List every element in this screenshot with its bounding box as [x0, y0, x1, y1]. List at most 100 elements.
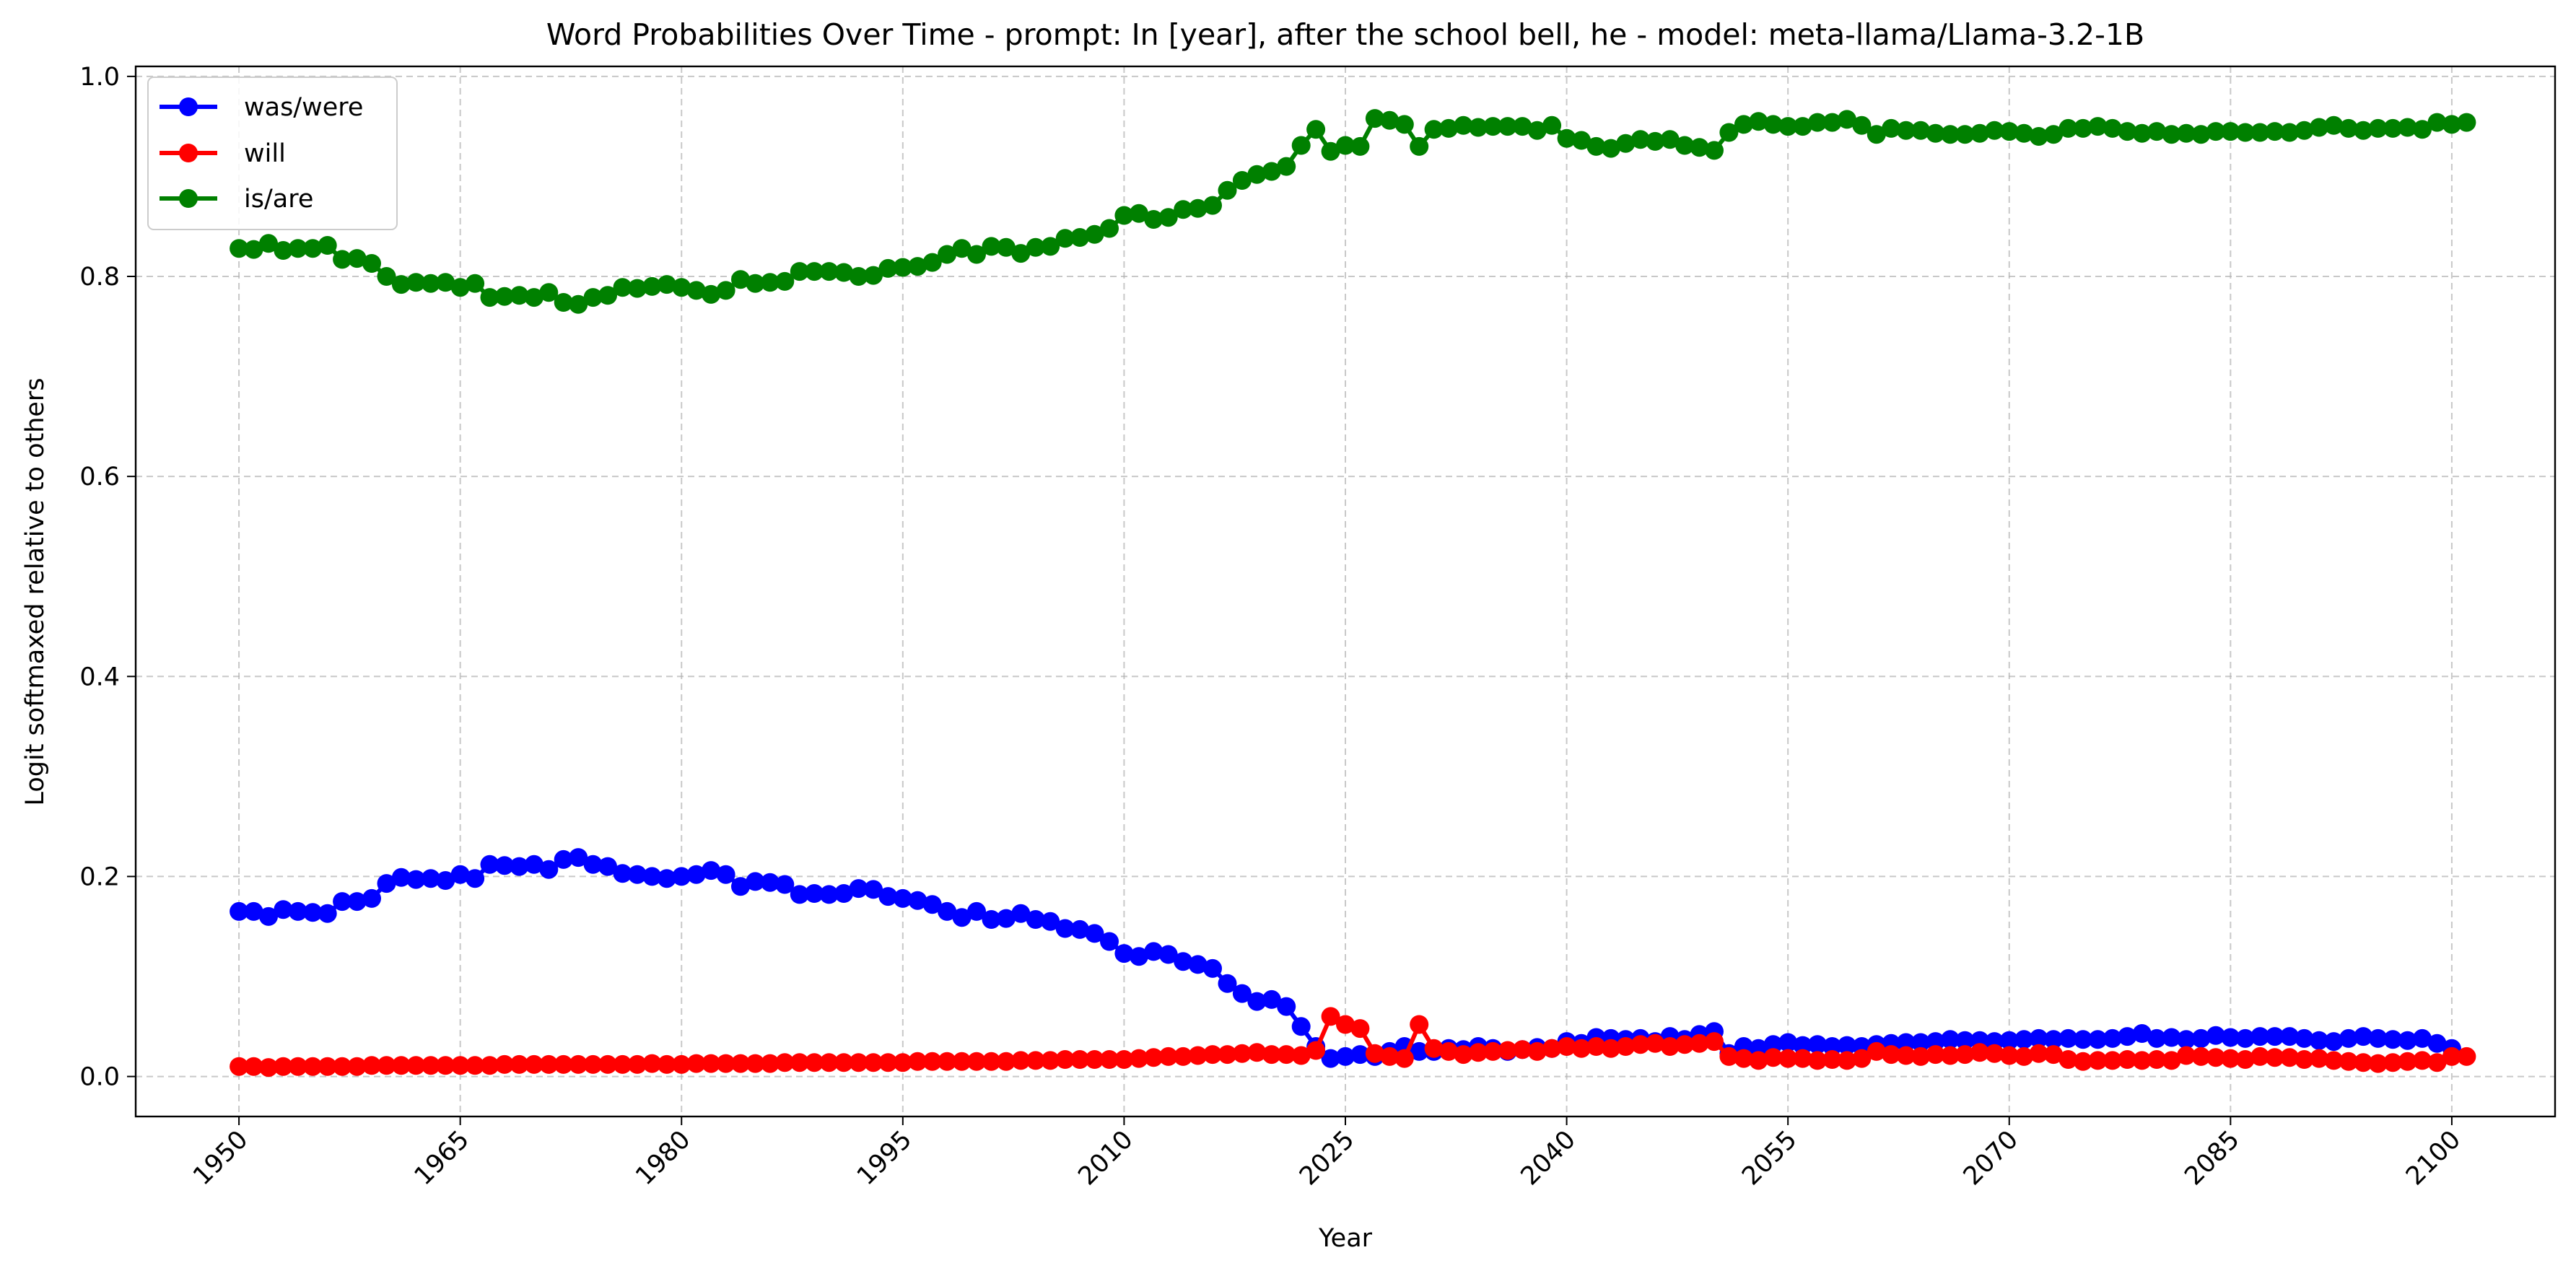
data-point-is-are [510, 286, 529, 305]
data-point-was-were [539, 860, 559, 879]
data-point-will [849, 1053, 868, 1072]
data-point-will [1896, 1046, 1916, 1065]
data-point-is-are [731, 270, 750, 289]
data-point-was-were [436, 871, 455, 890]
data-point-was-were [510, 857, 529, 876]
data-point-was-were [244, 901, 263, 921]
data-point-is-are [2132, 123, 2152, 143]
data-point-is-are [230, 239, 249, 258]
legend-label-is-are: is/are [244, 185, 313, 214]
data-point-will [244, 1057, 263, 1076]
data-point-is-are [613, 278, 632, 297]
data-point-was-were [849, 879, 868, 899]
data-point-was-were [2029, 1028, 2048, 1048]
data-point-was-were [2427, 1034, 2447, 1053]
data-point-was-were [1941, 1030, 1960, 1049]
data-point-will [657, 1054, 676, 1074]
data-point-will [2310, 1049, 2328, 1068]
data-point-was-were [2368, 1028, 2388, 1048]
data-point-was-were [259, 906, 278, 926]
data-point-was-were [569, 848, 588, 868]
data-point-is-are [1630, 130, 1650, 149]
data-point-is-are [377, 267, 396, 286]
data-point-is-are [2177, 123, 2196, 143]
data-point-is-are [303, 239, 323, 258]
data-point-will [2014, 1046, 2034, 1066]
data-point-is-are [1350, 136, 1370, 156]
data-point-will [672, 1054, 691, 1074]
data-point-was-were [731, 877, 750, 896]
data-point-was-were [2354, 1027, 2373, 1046]
data-point-is-are [702, 284, 721, 304]
data-point-is-are [466, 274, 485, 293]
data-point-will [1306, 1041, 1326, 1060]
data-point-was-were [1085, 924, 1104, 943]
data-point-is-are [2221, 122, 2240, 141]
data-point-will [1410, 1015, 1429, 1034]
data-point-will [2295, 1050, 2314, 1069]
data-point-was-were [922, 895, 942, 914]
data-point-is-are [672, 278, 691, 297]
data-point-was-were [450, 865, 470, 884]
data-point-was-were [1291, 1017, 1311, 1036]
data-point-will [318, 1057, 337, 1076]
data-point-is-are [1158, 208, 1178, 227]
series-will [230, 1007, 2476, 1078]
data-point-is-are [1660, 130, 1680, 149]
data-point-was-were [1174, 952, 1193, 971]
data-point-was-were [1041, 912, 1060, 931]
data-point-was-were [775, 875, 795, 894]
data-point-was-were [746, 872, 765, 891]
data-point-was-were [2280, 1027, 2300, 1046]
data-point-is-are [1985, 121, 2004, 140]
y-tick-label: 0.8 [79, 263, 120, 292]
data-point-is-are [318, 236, 337, 255]
data-point-was-were [1129, 947, 1148, 966]
data-point-is-are [2235, 123, 2255, 142]
data-point-is-are [1041, 237, 1060, 256]
data-point-will [1188, 1046, 1208, 1065]
data-point-was-were [2014, 1030, 2034, 1049]
data-point-will [1749, 1051, 1768, 1070]
y-tick-label: 0.2 [79, 862, 120, 891]
data-point-is-are [569, 294, 588, 314]
data-point-was-were [466, 869, 485, 888]
data-point-was-were [893, 888, 912, 908]
data-point-is-are [1454, 115, 1473, 135]
data-point-will [303, 1057, 323, 1076]
data-point-is-are [2310, 118, 2328, 137]
data-point-is-are [362, 254, 381, 273]
data-point-is-are [2162, 125, 2181, 144]
data-point-will [1675, 1035, 1695, 1054]
data-point-was-were [1055, 919, 1075, 938]
data-point-will [1041, 1051, 1060, 1070]
data-point-was-were [598, 857, 617, 876]
data-point-was-were [1100, 932, 1119, 951]
data-point-will [1365, 1044, 1384, 1063]
data-point-will [1350, 1019, 1370, 1039]
data-point-will [333, 1057, 352, 1076]
data-point-was-were [2398, 1031, 2417, 1050]
data-point-was-were [1822, 1037, 1842, 1056]
data-point-was-were [805, 884, 824, 903]
data-point-is-are [2103, 118, 2122, 138]
data-point-was-were [480, 855, 499, 874]
data-point-is-are [583, 288, 603, 307]
data-point-will [1616, 1037, 1636, 1056]
data-point-is-are [1410, 136, 1429, 156]
data-point-will [1424, 1039, 1444, 1058]
data-point-is-are [1837, 110, 1856, 129]
y-tick-label: 0.0 [79, 1063, 120, 1092]
data-point-is-are [2398, 118, 2417, 137]
data-point-will [2339, 1052, 2358, 1071]
data-point-was-were [2339, 1028, 2358, 1048]
data-point-will [583, 1054, 603, 1074]
data-point-will [967, 1052, 986, 1071]
data-point-is-are [2442, 115, 2461, 134]
data-point-will [1557, 1037, 1576, 1056]
data-point-is-are [2088, 117, 2108, 136]
data-point-will [230, 1057, 249, 1076]
data-point-will [1469, 1043, 1488, 1062]
data-point-was-were [672, 867, 691, 886]
data-point-was-were [2044, 1030, 2064, 1049]
